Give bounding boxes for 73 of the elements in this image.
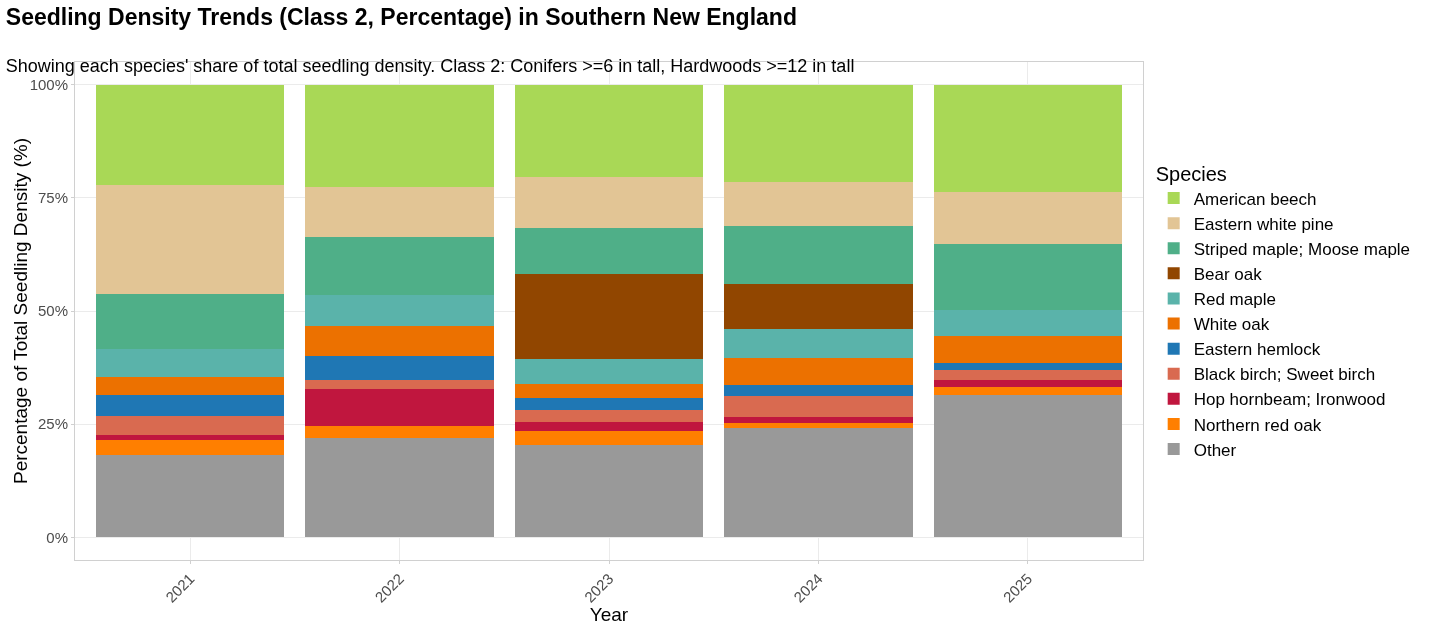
- bar: [95, 434, 285, 440]
- bar: [514, 274, 704, 360]
- y-tick-label: 25%: [37, 415, 68, 433]
- bar: [724, 181, 913, 226]
- bar: [724, 225, 913, 285]
- legend-label: Striped maple; Moose maple: [1193, 239, 1411, 259]
- bar: [95, 294, 285, 349]
- bar: [305, 325, 494, 357]
- bar: [933, 380, 1123, 388]
- bar: [514, 431, 704, 446]
- bar: [95, 84, 285, 185]
- bar: [724, 84, 913, 182]
- bar: [514, 409, 704, 422]
- bar: [933, 362, 1123, 370]
- bar: [933, 336, 1123, 363]
- legend-label: Eastern hemlock: [1193, 340, 1321, 360]
- bar: [933, 310, 1123, 337]
- chart-subtitle: Showing each species' share of total seedling density. Class 2: Conifers >=6 in tall, Hardwoods >=12 in tall: [5, 55, 855, 76]
- y-tick-label: 50%: [37, 302, 68, 320]
- bar: [305, 187, 494, 238]
- bar: [724, 329, 913, 358]
- bar: [95, 439, 285, 456]
- bar: [724, 427, 913, 538]
- legend-label: Red maple: [1193, 290, 1276, 310]
- bar: [724, 357, 913, 385]
- bar: [514, 384, 704, 398]
- bar: [514, 176, 704, 228]
- bar: [933, 387, 1123, 396]
- bar: [933, 395, 1123, 538]
- bar: [514, 227, 704, 275]
- bar: [305, 437, 494, 538]
- bar: [95, 416, 285, 435]
- x-axis-title: Year: [589, 604, 629, 625]
- bar: [514, 397, 704, 410]
- bar: [724, 422, 913, 428]
- legend-label: Northern red oak: [1193, 415, 1322, 435]
- bar: [933, 243, 1123, 311]
- bar: [514, 445, 704, 538]
- bar: [724, 396, 913, 417]
- bar: [305, 356, 494, 380]
- bar: [305, 295, 494, 326]
- bar: [95, 455, 285, 538]
- y-axis-title: Percentage of Total Seedling Density (%): [10, 137, 31, 485]
- y-tick-label: 100%: [29, 75, 68, 93]
- legend-label: White oak: [1193, 315, 1270, 335]
- bar: [305, 84, 494, 188]
- y-tick-label: 0%: [46, 528, 68, 546]
- bar: [514, 359, 704, 385]
- legend-label: Hop hornbeam; Ironwood: [1193, 390, 1386, 410]
- bar: [95, 184, 285, 295]
- bar: [724, 384, 913, 397]
- bar: [933, 369, 1123, 381]
- bar: [95, 395, 285, 417]
- legend-label: American beech: [1193, 189, 1317, 209]
- bar: [933, 192, 1123, 244]
- bar: [305, 379, 494, 389]
- legend-label: Black birch; Sweet birch: [1193, 365, 1376, 385]
- bar: [305, 237, 494, 296]
- legend-label: Other: [1193, 440, 1237, 460]
- bar: [305, 388, 494, 426]
- bar: [514, 84, 704, 177]
- bar: [305, 425, 494, 438]
- bar: [724, 284, 913, 330]
- bar: [95, 348, 285, 378]
- legend-title: Species: [1155, 162, 1227, 185]
- bar: [95, 377, 285, 396]
- legend-label: Bear oak: [1193, 264, 1263, 284]
- bar: [514, 421, 704, 432]
- bar: [933, 84, 1123, 193]
- bar: [724, 416, 913, 423]
- y-tick-label: 75%: [37, 189, 68, 207]
- legend-label: Eastern white pine: [1193, 214, 1334, 234]
- chart-title: Seedling Density Trends (Class 2, Percentage) in Southern New England: [5, 4, 797, 31]
